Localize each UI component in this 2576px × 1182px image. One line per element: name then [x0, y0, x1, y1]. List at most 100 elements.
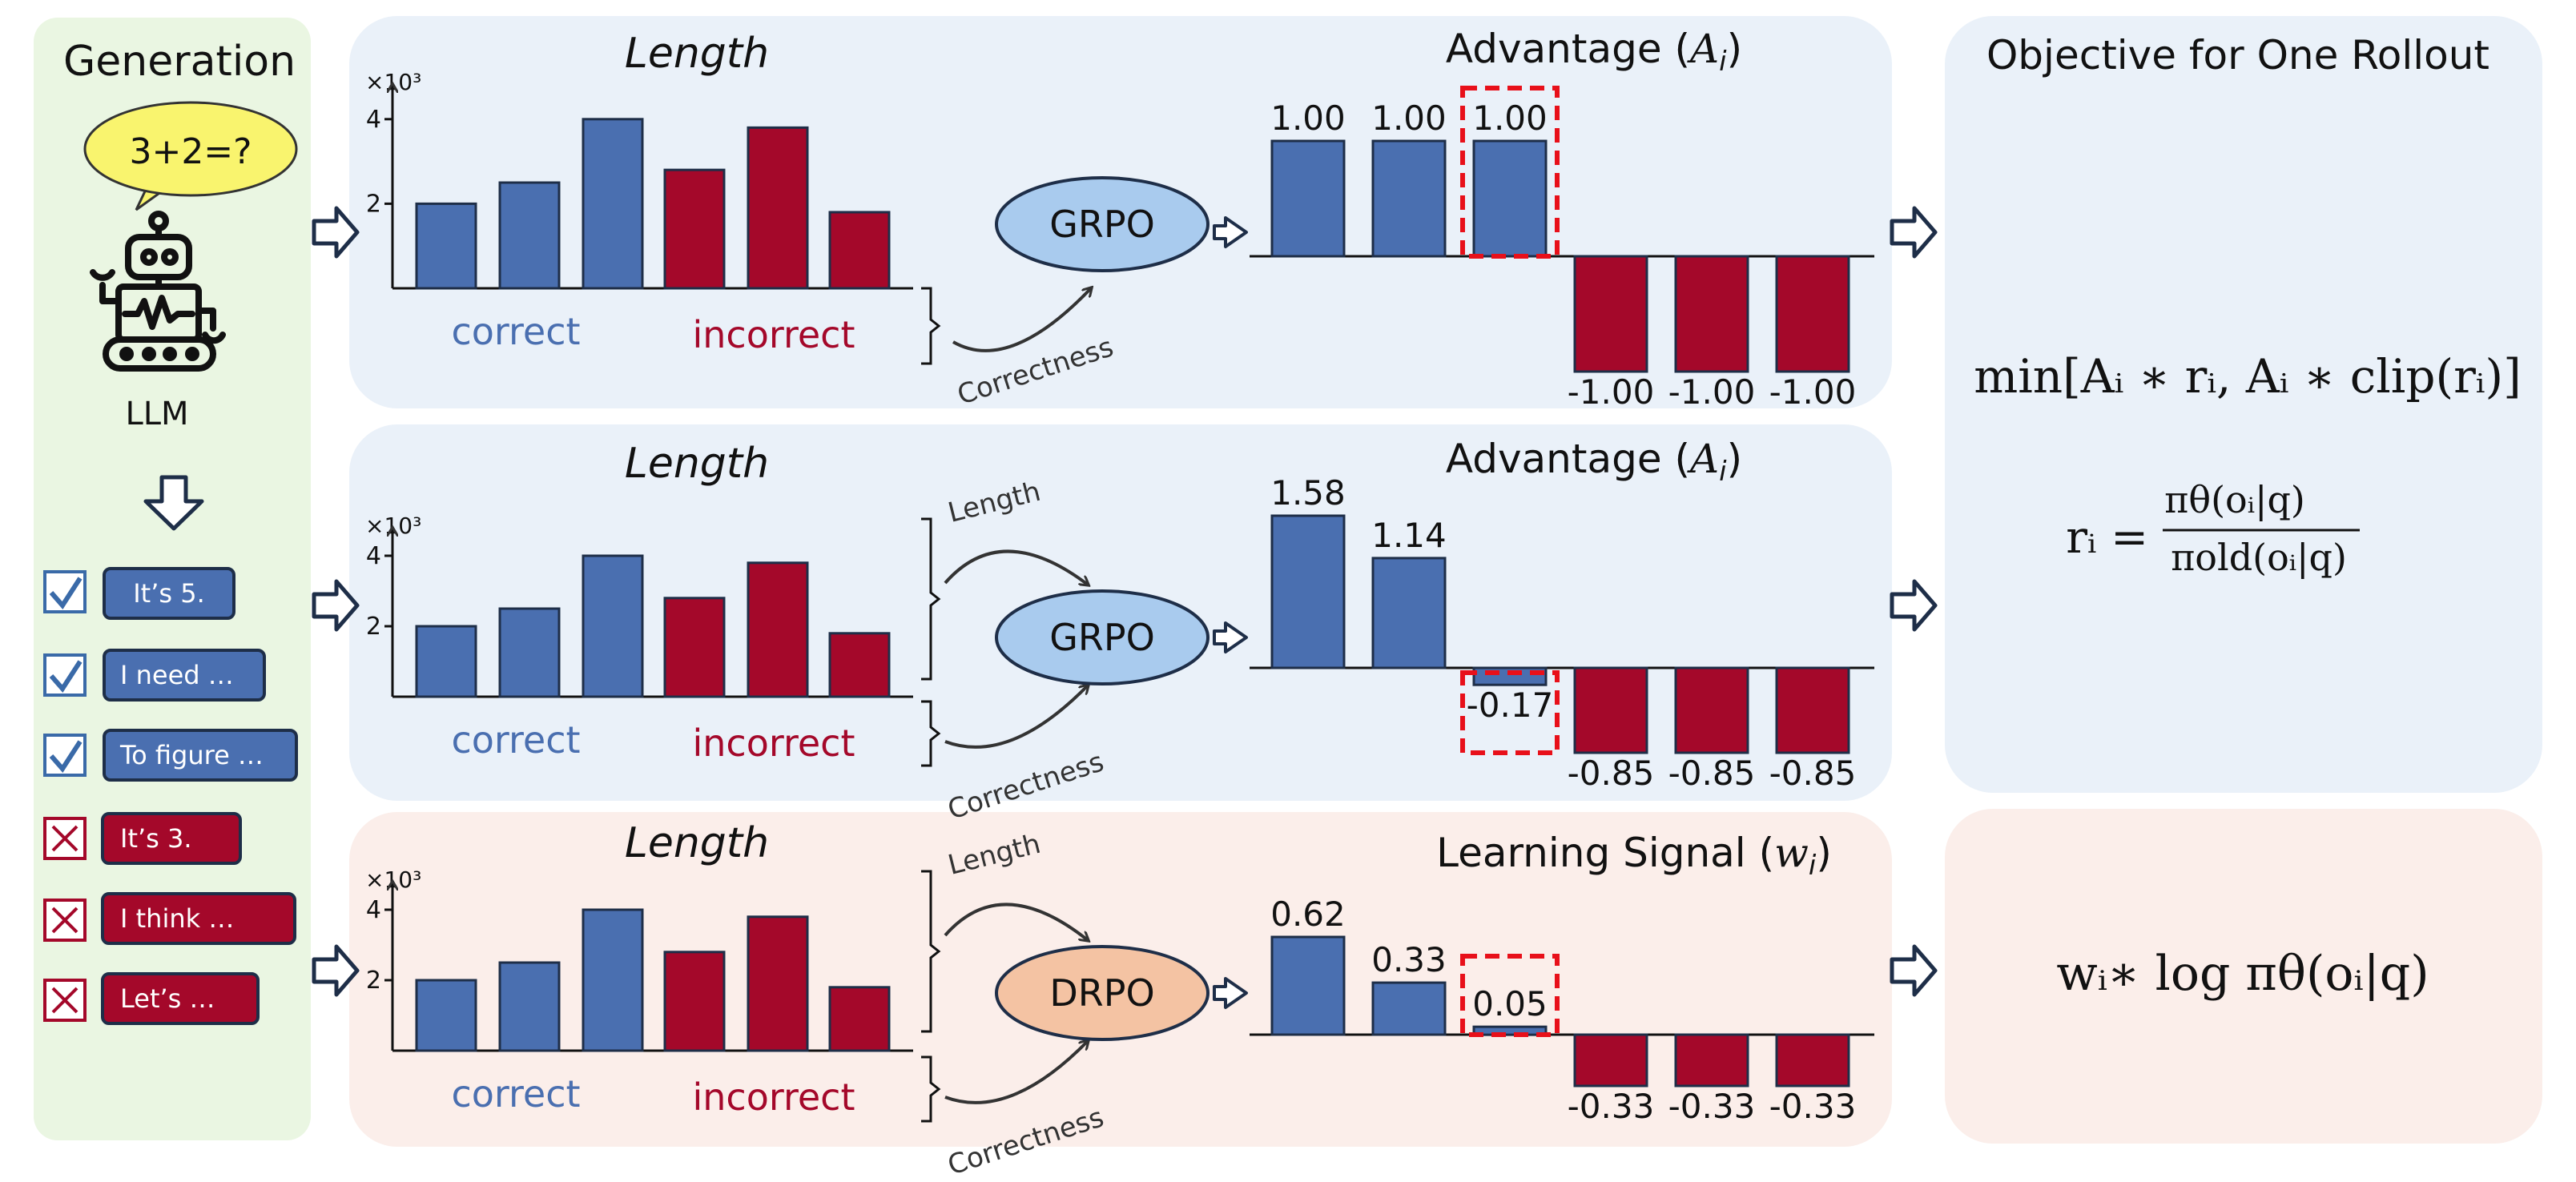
- response-text: To figure …: [119, 740, 264, 770]
- correctness-brace: [921, 1055, 941, 1123]
- method-label: GRPO: [1049, 203, 1155, 246]
- model-label: LLM: [125, 396, 188, 432]
- advantage-bar: [1270, 139, 1346, 258]
- advantage-close: ): [1816, 830, 1832, 876]
- advantage-close: ): [1727, 26, 1743, 72]
- length-bar: [415, 979, 477, 1052]
- advantage-close: ): [1727, 436, 1743, 482]
- input-arrow-icon: [312, 579, 360, 632]
- incorrect-group-label: incorrect: [692, 313, 855, 356]
- response-item: It’s 5.: [43, 567, 235, 620]
- length-bar: [415, 625, 477, 698]
- advantage-value-label: 1.58: [1270, 473, 1346, 513]
- objective-title: Objective for One Rollout: [1986, 32, 2489, 78]
- advantage-symbol: A: [1687, 436, 1719, 482]
- advantage-value-label: -0.33: [1668, 1087, 1756, 1126]
- correct-group-label: correct: [451, 310, 580, 353]
- correctness-brace: [921, 700, 941, 767]
- length-chart-title: Length: [625, 440, 769, 488]
- advantage-bar: [1573, 666, 1648, 754]
- advantage-bar: [1573, 255, 1648, 373]
- response-item: It’s 3.: [43, 812, 242, 865]
- incorrect-group-label: incorrect: [692, 1075, 855, 1119]
- response-text: It’s 5.: [133, 578, 205, 609]
- advantage-subscript: i: [1719, 456, 1727, 488]
- grpo-objective-formula: min[Aᵢ ∗ rᵢ, Aᵢ ∗ clip(rᵢ)]: [1974, 349, 2521, 404]
- length-bar: [663, 597, 726, 698]
- advantage-value-label: 0.33: [1371, 940, 1447, 979]
- length-y-tick-label: 2: [366, 613, 381, 641]
- method-oval: [995, 176, 1210, 272]
- correctness-arrow-icon: [944, 1041, 1088, 1104]
- length-chart-title: Length: [625, 819, 769, 867]
- advantage-value-label: -1.00: [1769, 372, 1857, 412]
- advantage-value-label: -0.85: [1568, 754, 1655, 793]
- advantage-bar: [1775, 1033, 1850, 1088]
- prompt-text: 3+2=?: [129, 131, 252, 172]
- incorrect-group-label: incorrect: [692, 722, 855, 765]
- length-bar: [828, 211, 891, 290]
- advantage-value-label: -1.00: [1668, 372, 1756, 412]
- method-output-arrow-icon: [1213, 621, 1248, 653]
- advantage-value-label: 0.62: [1270, 895, 1346, 934]
- method-label: DRPO: [1049, 971, 1154, 1015]
- objective-arrow-icon: [1890, 944, 1938, 997]
- length-bar: [747, 561, 809, 698]
- length-bar: [663, 951, 726, 1052]
- advantage-title: Advantage (Ai): [1446, 436, 1742, 488]
- method-oval: [995, 589, 1210, 685]
- bubble-body: [83, 101, 298, 197]
- length-bar: [415, 202, 477, 290]
- length-bar: [828, 632, 891, 698]
- input-arrow-icon: [312, 944, 360, 997]
- prompt-bubble: 3+2=?: [83, 101, 298, 211]
- advantage-value-label: -0.33: [1769, 1087, 1857, 1126]
- method-label: GRPO: [1049, 616, 1155, 659]
- correctness-arrow-icon: [952, 288, 1091, 352]
- down-arrow-icon: [143, 475, 204, 531]
- advantage-value-label: -0.17: [1467, 685, 1554, 725]
- generation-title: Generation: [63, 38, 296, 86]
- advantage-bar: [1775, 666, 1850, 754]
- length-bar: [582, 908, 644, 1052]
- cross-icon: [51, 987, 78, 1014]
- drpo-objective-formula: wᵢ∗ log πθ(oᵢ|q): [2056, 946, 2429, 1002]
- advantage-symbol: A: [1687, 26, 1719, 72]
- ratio-denominator: πold(oᵢ|q): [2171, 536, 2347, 579]
- highlight-box: [1460, 954, 1560, 1037]
- length-brace: [921, 870, 941, 1033]
- method-oval: [995, 945, 1210, 1041]
- response-item: I think …: [43, 892, 296, 945]
- advantage-bar: [1371, 557, 1447, 669]
- method-output-arrow-icon: [1213, 977, 1248, 1009]
- advantage-bar: [1472, 139, 1548, 258]
- correct-group-label: correct: [451, 1072, 580, 1116]
- length-arrow-icon: [944, 903, 1088, 940]
- objective-arrow-icon: [1890, 206, 1938, 259]
- advantage-bar: [1573, 1033, 1648, 1088]
- cross-icon: [51, 907, 78, 934]
- advantage-value-label: 1.00: [1371, 98, 1447, 138]
- length-bar: [663, 168, 726, 290]
- length-bar: [498, 607, 561, 698]
- advantage-value-label: -0.85: [1769, 754, 1857, 793]
- advantage-value-label: -1.00: [1568, 372, 1655, 412]
- drpo-objective-panel: [1945, 809, 2542, 1144]
- length-y-tick-label: 4: [366, 106, 381, 134]
- advantage-chart: Learning Signal (wi) 0.62 0.33 0.05 -0.33 -0.…: [1250, 830, 1874, 1126]
- advantage-bar: [1270, 514, 1346, 669]
- robot-icon: [90, 211, 226, 372]
- advantage-bar: [1371, 981, 1447, 1036]
- advantage-bar: [1270, 935, 1346, 1036]
- length-brace: [921, 517, 941, 681]
- advantage-value-label: -0.33: [1568, 1087, 1655, 1126]
- advantage-subscript: i: [1719, 46, 1727, 78]
- advantage-bar: [1674, 255, 1749, 373]
- response-item: To figure …: [43, 729, 298, 782]
- cross-icon: [51, 825, 78, 852]
- length-bar: [582, 554, 644, 698]
- highlight-box: [1460, 86, 1560, 259]
- checkmark-icon: [49, 660, 83, 693]
